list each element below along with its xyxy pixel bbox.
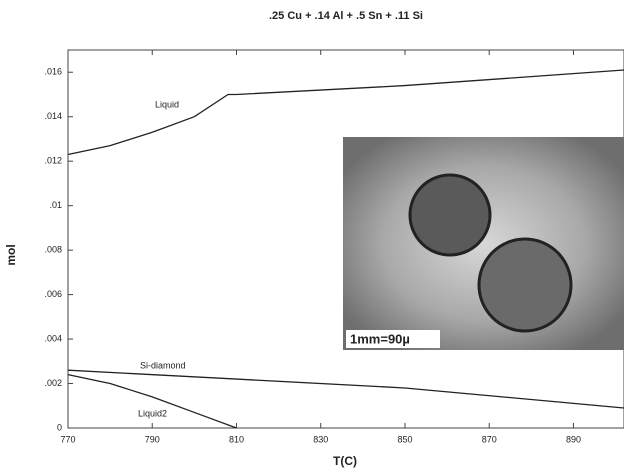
y-tick-label: .016 xyxy=(44,67,62,77)
series-line xyxy=(68,375,236,428)
y-tick-label: .002 xyxy=(44,378,62,388)
chart-title: .25 Cu + .14 Al + .5 Sn + .11 Si xyxy=(269,10,423,22)
series-label: Liquid2 xyxy=(138,408,167,418)
x-axis-label: T(C) xyxy=(333,454,357,468)
y-tick-label: .004 xyxy=(44,333,62,343)
y-tick-label: 0 xyxy=(57,422,62,432)
inset-image: 1mm=90µ xyxy=(343,137,624,350)
inset-background xyxy=(343,137,624,350)
chart: .25 Cu + .14 Al + .5 Sn + .11 Si T(C) mo… xyxy=(0,0,624,472)
y-tick-label: .008 xyxy=(44,244,62,254)
series-line xyxy=(68,370,624,408)
x-tick-label: 830 xyxy=(313,434,328,444)
x-tick-label: 810 xyxy=(229,434,244,444)
inset-grain xyxy=(479,239,571,331)
y-tick-label: .014 xyxy=(44,111,62,121)
x-tick-label: 870 xyxy=(482,434,497,444)
y-axis-label: mol xyxy=(4,244,18,265)
x-tick-label: 850 xyxy=(397,434,412,444)
y-tick-label: .006 xyxy=(44,289,62,299)
y-tick-label: .012 xyxy=(44,156,62,166)
x-tick-label: 790 xyxy=(145,434,160,444)
inset-caption: 1mm=90µ xyxy=(350,331,410,346)
x-tick-label: 770 xyxy=(60,434,75,444)
y-tick-label: .01 xyxy=(49,200,62,210)
series-label: Si-diamond xyxy=(140,360,186,370)
x-tick-label: 890 xyxy=(566,434,581,444)
series-label: Liquid xyxy=(155,99,179,109)
inset-grain xyxy=(410,175,490,255)
